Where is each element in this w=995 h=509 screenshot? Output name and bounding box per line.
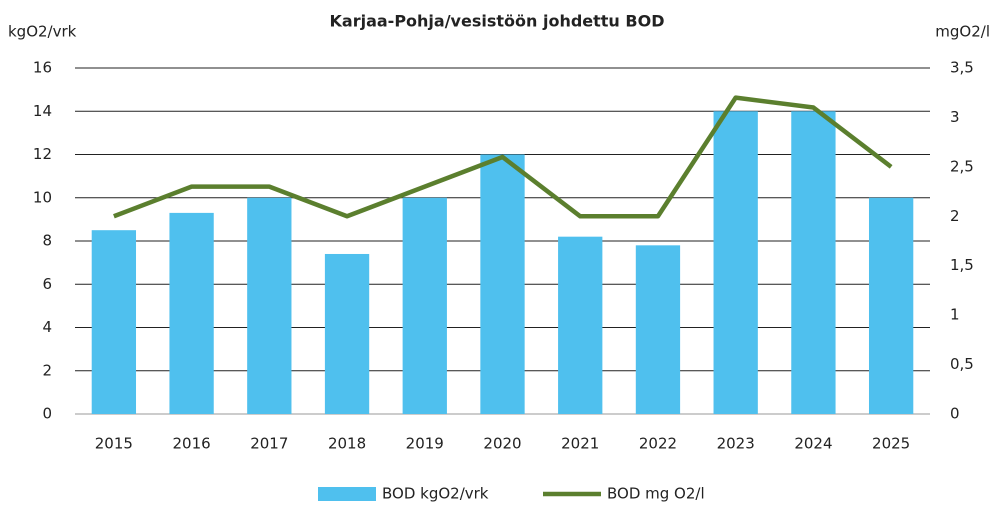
y2-tick-label: 0 (950, 405, 960, 423)
bar (558, 236, 603, 414)
y2-tick-label: 1,5 (950, 256, 974, 274)
x-tick-label: 2019 (406, 435, 444, 453)
x-tick-label: 2022 (639, 435, 677, 453)
x-tick-label: 2021 (561, 435, 599, 453)
legend-label: BOD kgO2/vrk (382, 485, 489, 503)
x-tick-label: 2024 (794, 435, 832, 453)
bar (324, 253, 370, 414)
y2-tick-label: 0,5 (950, 355, 974, 373)
bar (791, 111, 836, 414)
y-tick-label: 10 (33, 188, 52, 206)
y-tick-label: 0 (42, 405, 52, 423)
y-tick-label: 4 (42, 318, 52, 336)
x-tick-label: 2015 (95, 435, 133, 453)
y2-tick-label: 2,5 (950, 157, 974, 175)
bar (480, 154, 525, 414)
x-tick-label: 2018 (328, 435, 366, 453)
y-tick-label: 8 (42, 232, 52, 250)
y2-tick-label: 3 (950, 108, 960, 126)
y-tick-label: 12 (33, 145, 52, 163)
bar (169, 212, 214, 414)
bar (868, 197, 914, 414)
legend-swatch (318, 487, 376, 501)
y-tick-label: 14 (33, 102, 52, 120)
line (113, 95, 893, 219)
bar (91, 230, 137, 414)
legend-label: BOD mg O2/l (607, 485, 705, 503)
x-tick-label: 2025 (872, 435, 910, 453)
y2-axis-label: mgO2/l (935, 23, 990, 41)
bar (635, 245, 681, 414)
x-tick-label: 2020 (483, 435, 521, 453)
bar (713, 111, 758, 414)
y-tick-label: 16 (33, 59, 52, 77)
chart-title: Karjaa-Pohja/vesistöön johdettu BOD (330, 12, 665, 31)
x-tick-label: 2023 (717, 435, 755, 453)
y-tick-label: 2 (42, 361, 52, 379)
bar (402, 197, 447, 414)
x-tick-label: 2017 (250, 435, 288, 453)
y-axis-label: kgO2/vrk (8, 23, 77, 41)
y2-tick-label: 3,5 (950, 59, 974, 77)
bar (247, 197, 292, 414)
y-tick-label: 6 (42, 275, 52, 293)
y2-tick-label: 2 (950, 207, 960, 225)
y2-tick-label: 1 (950, 306, 960, 324)
x-tick-label: 2016 (172, 435, 210, 453)
